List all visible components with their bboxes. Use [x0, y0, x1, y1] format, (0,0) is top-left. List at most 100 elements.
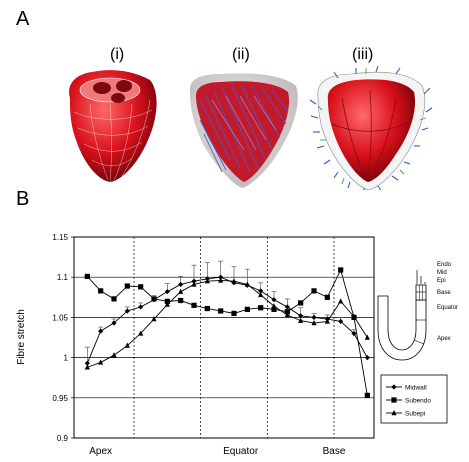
heart-fibre-model [189, 73, 298, 188]
y-tick-label: 1.15 [52, 233, 68, 242]
data-point-subepi [244, 281, 250, 287]
data-point-subendo [298, 300, 304, 306]
data-point-subepi [231, 278, 237, 284]
data-point-subendo [84, 273, 90, 279]
data-point-subepi [178, 288, 184, 294]
data-point-subendo [151, 296, 157, 302]
data-point-subendo [284, 309, 290, 315]
y-tick-label: 1.1 [57, 273, 69, 282]
data-point-midwall [338, 318, 344, 325]
schematic-label-mid: Mid [437, 270, 447, 276]
data-point-subendo [338, 267, 344, 273]
data-point-subendo [191, 302, 197, 308]
data-point-subendo [311, 288, 317, 294]
data-point-subepi [298, 317, 304, 323]
layer-arrows [416, 270, 426, 284]
legend: Midwall Subendo Subepi [380, 374, 448, 424]
data-point-subendo [164, 298, 170, 304]
data-point-midwall [124, 308, 130, 314]
data-point-subendo [218, 308, 224, 314]
data-point-subepi [351, 313, 357, 319]
data-point-midwall [98, 328, 104, 334]
schematic-label-epi: Epi [437, 278, 446, 284]
legend-label-subendo: Subendo [405, 398, 431, 405]
schematic-label-apex: Apex [437, 336, 451, 342]
heart-vector-model [309, 65, 433, 190]
data-point-midwall [351, 330, 357, 337]
region-labels: Apex Equator Base [89, 446, 346, 457]
data-point-midwall [164, 289, 170, 295]
data-point-midwall [191, 278, 197, 284]
region-label: Apex [89, 446, 112, 457]
panel-b-letter: B [16, 188, 30, 210]
legend-label-midwall: Midwall [405, 385, 427, 392]
grid-lines [74, 276, 374, 399]
y-tick-label: 0.9 [57, 434, 69, 443]
ventricle-wall-outline [377, 295, 427, 361]
panel-a-label-iii: (iii) [352, 46, 374, 63]
data-point-subepi [98, 359, 104, 365]
wall-base-segment [415, 284, 427, 301]
data-point-subepi [258, 291, 264, 298]
data-point-subepi [204, 278, 210, 284]
legend-marker-midwall [391, 384, 397, 390]
panel-a-letter: A [16, 8, 30, 30]
data-point-midwall [258, 288, 264, 294]
data-point-subepi [271, 303, 277, 309]
data-point-subepi [218, 277, 224, 283]
y-tick-label: 0.95 [52, 394, 68, 403]
legend-marker-subendo [391, 397, 397, 403]
data-point-subendo [258, 305, 264, 311]
data-point-subepi [324, 318, 330, 324]
data-point-subepi [164, 301, 170, 307]
schematic-label-equator: Equator [437, 305, 458, 311]
data-point-subendo [98, 288, 104, 294]
data-point-subendo [364, 392, 370, 398]
data-point-subepi [191, 281, 197, 287]
data-point-midwall [218, 274, 224, 280]
schematic-label-base: Base [437, 290, 451, 296]
data-point-midwall [271, 297, 277, 303]
data-point-subendo [124, 283, 130, 289]
series-markers [84, 267, 370, 398]
heart-mesh-model [69, 70, 157, 183]
data-point-subepi [284, 311, 290, 318]
panel-a-label-ii: (ii) [232, 46, 250, 63]
data-point-subepi [151, 316, 157, 322]
data-point-subendo [138, 284, 144, 290]
panel-a-label-i: (i) [110, 46, 125, 63]
series-line-subendo [87, 268, 368, 396]
data-point-subendo [111, 296, 117, 302]
data-point-midwall [284, 304, 290, 310]
data-point-midwall [311, 314, 317, 320]
region-dividers [133, 237, 335, 438]
data-point-midwall [298, 313, 304, 319]
legend-label-subepi: Subepi [405, 411, 425, 418]
y-axis-ticks: 1.15 1.1 1.05 1 0.95 0.9 [52, 233, 74, 443]
plot-area [73, 236, 375, 439]
data-point-subendo [244, 306, 250, 312]
data-point-midwall [364, 355, 370, 361]
data-point-subendo [204, 305, 210, 312]
data-point-midwall [111, 320, 117, 326]
schematic-label-endo: Endo [437, 262, 452, 268]
data-point-subepi [138, 330, 144, 336]
series-line-subepi [87, 279, 368, 368]
panel-a-figures [69, 65, 433, 190]
region-label: Base [323, 446, 346, 457]
ventricle-schematic: Endo Mid Epi Base Equator Apex [377, 262, 458, 361]
data-point-subepi [338, 298, 344, 304]
region-label: Equator [223, 446, 259, 457]
legend-marker-subepi [391, 410, 397, 416]
series-lines [86, 268, 368, 396]
data-point-midwall [138, 304, 144, 310]
data-point-subepi [84, 364, 90, 370]
y-tick-label: 1 [64, 354, 69, 363]
data-point-subepi [311, 320, 317, 326]
data-point-subepi [111, 352, 117, 358]
data-point-midwall [178, 281, 184, 288]
y-axis-label: Fibre stretch [16, 309, 27, 365]
data-point-subendo [324, 294, 330, 300]
data-point-subepi [364, 334, 370, 340]
